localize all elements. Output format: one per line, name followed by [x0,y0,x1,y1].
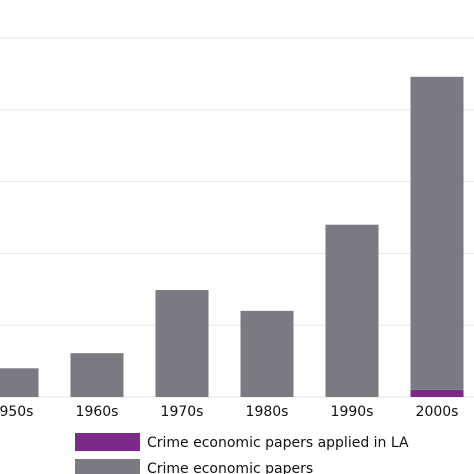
x-tick-label: 1950s [0,404,33,420]
x-tick-label: 1990s [331,404,374,420]
x-tick-label: 1970s [161,404,204,420]
bar-segment [410,76,464,390]
x-tick-label: 2000s [416,404,459,420]
bar-segment [0,368,39,397]
legend-label: Crime economic papers [147,461,313,474]
bar-segment [70,353,124,397]
legend-label: Crime economic papers applied in LA [147,435,409,451]
bar-segment [410,389,464,397]
legend-swatch [75,459,140,474]
bar-segment [325,224,379,397]
x-tick-label: 1960s [76,404,119,420]
bar-segment [155,290,209,397]
x-tick-label: 1980s [246,404,289,420]
legend-swatch [75,433,140,451]
bar-segment [240,310,294,397]
